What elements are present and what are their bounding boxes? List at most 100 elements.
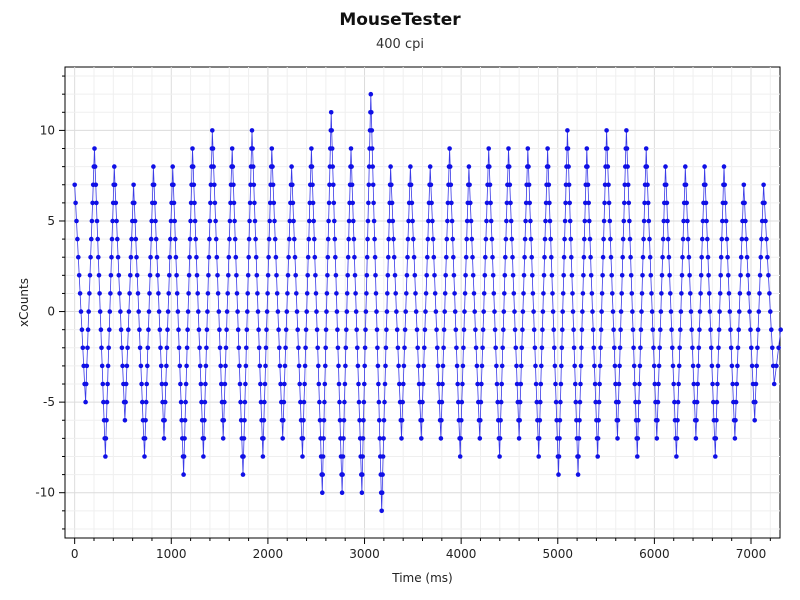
data-point <box>694 418 699 423</box>
data-point <box>531 327 537 333</box>
data-point <box>309 164 315 169</box>
data-point <box>560 327 565 333</box>
data-point <box>585 182 591 188</box>
data-point <box>541 273 547 278</box>
data-point <box>344 291 350 296</box>
data-point <box>579 345 584 351</box>
data-point <box>337 418 343 423</box>
data-point <box>224 309 230 314</box>
data-point <box>241 454 246 459</box>
data-point <box>509 236 515 242</box>
data-point <box>114 218 119 224</box>
data-point <box>361 418 366 423</box>
data-point <box>513 345 519 351</box>
data-point <box>668 291 673 296</box>
data-point <box>596 418 601 423</box>
data-point <box>577 399 583 405</box>
data-point <box>364 273 370 278</box>
data-point <box>577 418 582 423</box>
data-point <box>325 273 330 278</box>
data-point <box>283 345 288 351</box>
data-point <box>658 327 663 333</box>
x-tick-label: 6000 <box>639 547 670 561</box>
data-point <box>536 454 541 459</box>
data-point <box>737 309 742 314</box>
data-point <box>183 381 189 387</box>
data-point <box>661 218 667 224</box>
data-point <box>143 399 149 405</box>
data-point <box>401 381 406 387</box>
data-point <box>456 399 461 405</box>
data-point <box>266 254 271 260</box>
data-point <box>540 327 545 333</box>
data-point <box>96 254 101 260</box>
data-point <box>703 182 708 188</box>
data-point <box>735 363 740 369</box>
data-point <box>206 254 212 260</box>
data-point <box>647 236 652 242</box>
data-point <box>317 418 323 423</box>
data-point <box>746 291 752 296</box>
data-point <box>728 327 733 333</box>
data-point <box>468 200 473 206</box>
data-point <box>626 200 632 206</box>
data-point <box>296 345 301 351</box>
data-point <box>525 146 531 151</box>
data-point <box>223 345 229 351</box>
data-point <box>619 273 625 278</box>
data-point <box>582 218 588 224</box>
data-point <box>753 399 758 405</box>
data-point <box>628 273 634 278</box>
data-point <box>763 218 768 224</box>
data-point <box>302 381 307 387</box>
data-point <box>674 454 679 459</box>
data-point <box>714 418 719 423</box>
data-point <box>321 436 326 441</box>
data-point <box>157 327 163 333</box>
data-point <box>655 418 660 423</box>
data-point <box>87 273 93 278</box>
data-point <box>329 128 335 133</box>
data-point <box>374 327 380 333</box>
data-point <box>700 218 706 224</box>
data-point <box>635 454 640 459</box>
data-point <box>761 182 766 188</box>
data-point <box>498 399 504 405</box>
data-point <box>599 309 604 314</box>
data-point <box>478 418 483 423</box>
data-point <box>372 254 378 260</box>
data-point <box>559 363 564 369</box>
data-point <box>286 254 291 260</box>
data-point <box>95 236 100 242</box>
data-point <box>470 254 475 260</box>
data-point <box>243 363 249 369</box>
data-point <box>597 381 602 387</box>
data-point <box>365 218 371 224</box>
data-point <box>691 381 697 387</box>
data-point <box>608 236 613 242</box>
data-point <box>685 236 691 242</box>
data-point <box>549 273 555 278</box>
data-point <box>137 345 143 351</box>
data-point <box>196 327 202 333</box>
data-point <box>742 200 747 206</box>
data-point <box>237 381 243 387</box>
data-point <box>689 327 694 333</box>
data-point <box>99 345 104 351</box>
data-point <box>285 291 290 296</box>
data-point <box>749 363 755 369</box>
data-point <box>722 182 727 188</box>
data-point <box>700 236 705 242</box>
data-point <box>679 273 685 278</box>
data-point <box>94 200 99 206</box>
data-point <box>558 381 564 387</box>
data-point <box>631 363 637 369</box>
data-point <box>366 200 371 206</box>
data-point <box>194 273 200 278</box>
data-point <box>84 363 90 369</box>
data-point <box>708 327 713 333</box>
data-point <box>579 327 585 333</box>
data-point <box>99 363 105 369</box>
data-point <box>145 363 150 369</box>
data-point <box>647 254 653 260</box>
